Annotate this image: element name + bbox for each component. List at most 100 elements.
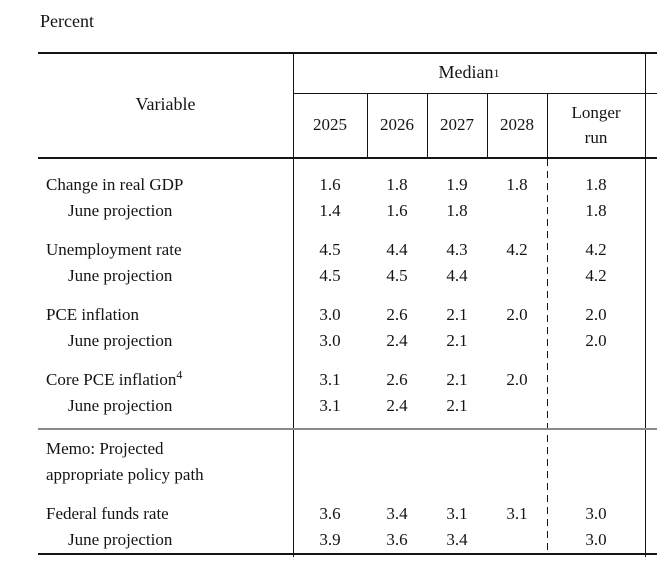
header-bottom-border: [38, 157, 657, 159]
cell-2028: 1.8: [506, 175, 528, 194]
memo-line-1: Memo: Projected: [46, 439, 164, 458]
cell-2026: 2.4: [386, 331, 408, 350]
table-top-border: [38, 52, 657, 54]
cell-2027: 2.1: [446, 396, 468, 415]
cell-2027: 3.4: [446, 530, 468, 549]
row-label: June projection: [68, 331, 173, 350]
column-header-longer-run: Longer run: [547, 93, 645, 157]
row-label: June projection: [68, 201, 173, 220]
header-divider-2028-longer-run: [547, 93, 548, 157]
cell-2028: [487, 328, 547, 354]
cell-2025: 4.5: [319, 266, 341, 285]
table-row-gdp: Change in real GDP 1.6 1.8 1.9 1.8 1.8: [38, 172, 657, 198]
cell-longer-run: 3.0: [585, 530, 607, 549]
cell-2025: 1.4: [319, 201, 341, 220]
core-pce-label: Core PCE inflation: [46, 370, 177, 389]
cell-longer-run: 4.2: [585, 266, 607, 285]
cell-2027: 3.1: [446, 504, 468, 523]
row-label: June projection: [68, 530, 173, 549]
table-header: Variable Median 1 2025 2026 2027 2028 Lon…: [38, 52, 657, 157]
header-divider-2025-2026: [367, 93, 368, 157]
memo-row: Memo: Projected appropriate policy path: [38, 428, 657, 488]
core-pce-footnote-marker: 4: [176, 367, 183, 382]
cell-2026: 3.6: [386, 530, 408, 549]
table-row-core-pce-june: June projection 3.1 2.4 2.1: [38, 393, 657, 419]
cell-2028: 3.1: [506, 504, 528, 523]
cell-2027: 2.1: [446, 305, 468, 324]
cell-2026: 1.6: [386, 201, 408, 220]
cell-2026: 2.4: [386, 396, 408, 415]
cell-2027: 2.1: [446, 331, 468, 350]
cell-2027: 1.9: [446, 175, 468, 194]
row-label: Change in real GDP: [46, 175, 184, 194]
cell-2026: 2.6: [386, 370, 408, 389]
row-label: June projection: [68, 396, 173, 415]
column-header-2028: 2028: [500, 115, 534, 134]
cell-2025: 3.1: [319, 396, 341, 415]
table-row-gdp-june: June projection 1.4 1.6 1.8 1.8: [38, 198, 657, 224]
cell-2025: 3.6: [319, 504, 341, 523]
row-label: PCE inflation: [46, 305, 140, 324]
cell-longer-run: [547, 367, 645, 393]
cell-longer-run: 2.0: [585, 305, 607, 324]
column-header-2026: 2026: [380, 115, 414, 134]
cell-2025: 1.6: [319, 175, 341, 194]
longer-run-label: Longer run: [571, 103, 621, 147]
cell-2028: [487, 527, 547, 553]
cell-2025: 3.1: [319, 370, 341, 389]
variable-column-header: Variable: [135, 94, 196, 114]
column-header-2025: 2025: [313, 115, 347, 134]
cell-longer-run: 2.0: [585, 331, 607, 350]
table-body: Change in real GDP 1.6 1.8 1.9 1.8 1.8 J…: [38, 159, 657, 553]
cell-2027: 4.3: [446, 240, 468, 259]
header-divider-2026-2027: [427, 93, 428, 157]
cell-longer-run: 3.0: [585, 504, 607, 523]
table-row-pce: PCE inflation 3.0 2.6 2.1 2.0 2.0: [38, 302, 657, 328]
row-label: Unemployment rate: [46, 240, 182, 259]
table-right-divider: [645, 52, 646, 557]
cell-2026: 2.6: [386, 305, 408, 324]
cell-2028: 4.2: [506, 240, 528, 259]
projections-table: Variable Median 1 2025 2026 2027 2028 Lon…: [38, 52, 657, 557]
unit-label: Percent: [40, 11, 94, 31]
row-label: Federal funds rate: [46, 504, 169, 523]
cell-2025: 3.0: [319, 305, 341, 324]
cell-longer-run: 4.2: [585, 240, 607, 259]
cell-2027: 1.8: [446, 201, 468, 220]
row-label: June projection: [68, 266, 173, 285]
cell-2026: 4.5: [386, 266, 408, 285]
cell-2025: 3.0: [319, 331, 341, 350]
median-group-header: Median 1: [438, 62, 500, 82]
cell-longer-run: 1.8: [585, 201, 607, 220]
cell-2028: [487, 263, 547, 289]
median-header-underline: [293, 93, 657, 94]
cell-2028: [487, 393, 547, 419]
cell-2028: 2.0: [506, 370, 528, 389]
cell-2026: 4.4: [386, 240, 408, 259]
table-row-unemployment-june: June projection 4.5 4.5 4.4 4.2: [38, 263, 657, 289]
cell-2027: 4.4: [446, 266, 468, 285]
cell-2025: 3.9: [319, 530, 341, 549]
table-row-fed-funds: Federal funds rate 3.6 3.4 3.1 3.1 3.0: [38, 501, 657, 527]
cell-2027: 2.1: [446, 370, 468, 389]
cell-2025: 4.5: [319, 240, 341, 259]
cell-longer-run: 1.8: [585, 175, 607, 194]
table-row-fed-funds-june: June projection 3.9 3.6 3.4 3.0: [38, 527, 657, 553]
cell-2028: 2.0: [506, 305, 528, 324]
table-row-pce-june: June projection 3.0 2.4 2.1 2.0: [38, 328, 657, 354]
table-bottom-border: [38, 553, 657, 555]
cell-longer-run: [547, 393, 645, 419]
column-header-2027: 2027: [440, 115, 474, 134]
median-label: Median: [438, 62, 494, 82]
header-divider-2027-2028: [487, 93, 488, 157]
cell-2028: [487, 198, 547, 224]
table-row-unemployment: Unemployment rate 4.5 4.4 4.3 4.2 4.2: [38, 237, 657, 263]
variable-column-divider: [293, 52, 294, 557]
row-label: Core PCE inflation4: [38, 367, 293, 393]
memo-line-2: appropriate policy path: [46, 465, 204, 484]
longer-run-dashed-divider: [547, 159, 548, 553]
cell-2026: 3.4: [386, 504, 408, 523]
table-row-core-pce: Core PCE inflation4 3.1 2.6 2.1 2.0: [38, 367, 657, 393]
cell-2026: 1.8: [386, 175, 408, 194]
